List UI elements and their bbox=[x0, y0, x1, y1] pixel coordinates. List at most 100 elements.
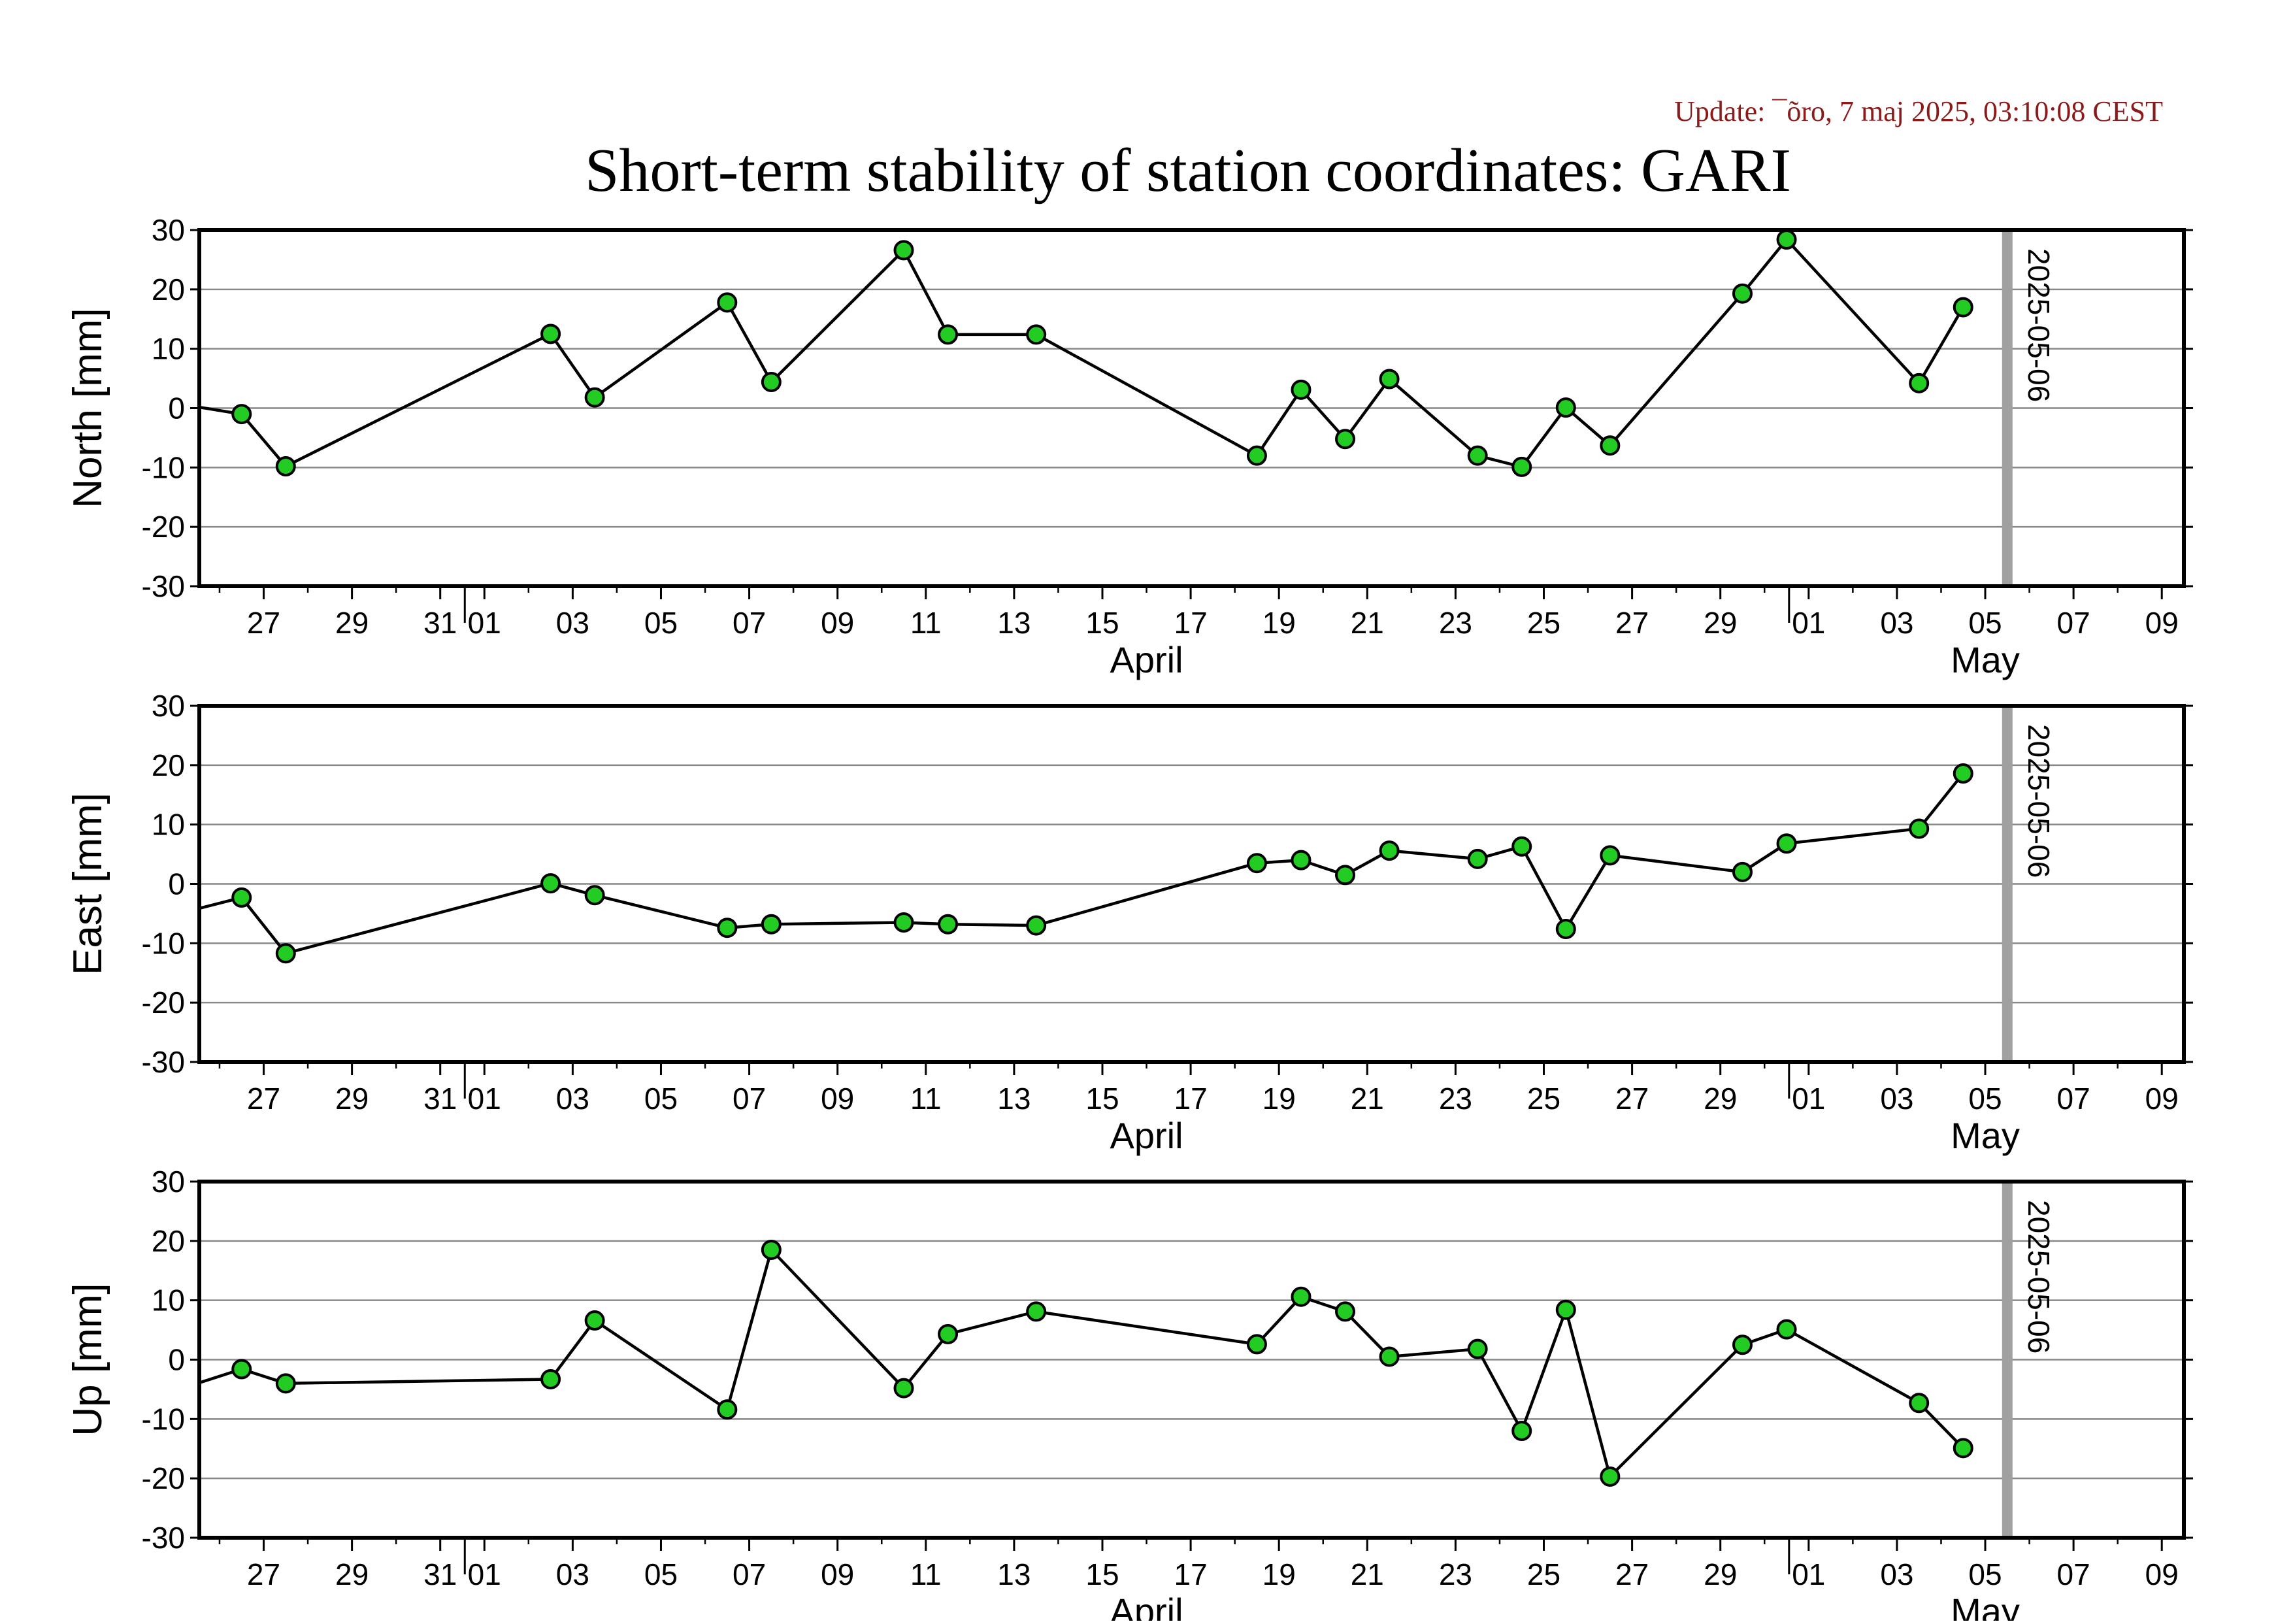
x-tick-label: 29 bbox=[1704, 1082, 1737, 1116]
y-axis-label-up: Up [mm] bbox=[65, 1283, 110, 1436]
y-tick-label: 0 bbox=[168, 867, 185, 901]
x-tick-label: 21 bbox=[1351, 1557, 1384, 1591]
x-tick-label: 05 bbox=[644, 1557, 678, 1591]
data-point-east bbox=[1776, 833, 1797, 854]
data-point-up bbox=[1026, 1301, 1047, 1322]
x-tick-label: 07 bbox=[733, 1557, 766, 1591]
data-point-up bbox=[1555, 1299, 1576, 1320]
x-month-label: May bbox=[1951, 639, 2020, 680]
x-tick-label: 01 bbox=[1792, 1082, 1825, 1116]
data-point-east bbox=[275, 943, 296, 964]
x-tick-label: 21 bbox=[1351, 1082, 1384, 1116]
y-tick-label: 30 bbox=[152, 1165, 185, 1199]
x-tick-label: 01 bbox=[1792, 1557, 1825, 1591]
y-tick-label: 10 bbox=[152, 1284, 185, 1317]
data-point-up bbox=[1291, 1286, 1311, 1307]
x-tick-label: 19 bbox=[1262, 1557, 1296, 1591]
y-tick-label: -20 bbox=[142, 1461, 185, 1495]
data-point-north bbox=[1246, 445, 1267, 466]
data-point-north bbox=[1467, 445, 1488, 466]
y-tick-label: -30 bbox=[142, 1045, 185, 1079]
y-tick-label: 0 bbox=[168, 391, 185, 425]
x-tick-label: 03 bbox=[556, 606, 589, 640]
x-month-label: April bbox=[1110, 1591, 1183, 1621]
x-tick-label: 05 bbox=[644, 1082, 678, 1116]
data-point-north bbox=[1511, 456, 1532, 477]
x-tick-label: 07 bbox=[2057, 1557, 2090, 1591]
y-tick-label: -10 bbox=[142, 1402, 185, 1436]
y-axis-label-north: North [mm] bbox=[65, 308, 110, 508]
plot-title: Short-term stability of station coordina… bbox=[585, 137, 1791, 205]
y-tick-label: 0 bbox=[168, 1343, 185, 1377]
x-tick-label: 13 bbox=[997, 1557, 1031, 1591]
x-tick-label: 05 bbox=[1968, 606, 2002, 640]
x-tick-label: 01 bbox=[468, 606, 501, 640]
x-tick-label: 23 bbox=[1439, 1557, 1472, 1591]
data-point-east bbox=[1953, 763, 1973, 784]
x-tick-label: 07 bbox=[733, 1082, 766, 1116]
data-point-east bbox=[1467, 848, 1488, 869]
series-line-east bbox=[199, 772, 1964, 955]
y-tick-label: -20 bbox=[142, 986, 185, 1019]
x-month-label: April bbox=[1110, 639, 1183, 680]
y-tick-label: 20 bbox=[152, 748, 185, 782]
x-tick-label: 31 bbox=[423, 1082, 457, 1116]
data-point-up bbox=[584, 1310, 605, 1331]
data-point-north bbox=[584, 387, 605, 408]
data-point-north bbox=[1600, 435, 1621, 456]
current-day-label: 2025-05-06 bbox=[2022, 1200, 2056, 1353]
data-point-up bbox=[275, 1373, 296, 1394]
series-line-up bbox=[199, 1248, 1964, 1478]
x-tick-label: 09 bbox=[2145, 1557, 2179, 1591]
x-tick-label: 17 bbox=[1174, 606, 1208, 640]
y-tick-label: -10 bbox=[142, 926, 185, 960]
x-tick-label: 27 bbox=[1615, 606, 1649, 640]
data-point-up bbox=[761, 1239, 782, 1260]
x-month-label: May bbox=[1951, 1591, 2020, 1621]
x-tick-label: 03 bbox=[1880, 606, 1913, 640]
data-point-north bbox=[231, 404, 252, 425]
data-point-up bbox=[231, 1359, 252, 1380]
x-tick-label: 07 bbox=[2057, 1082, 2090, 1116]
data-point-east bbox=[584, 885, 605, 906]
x-tick-label: 25 bbox=[1527, 1557, 1560, 1591]
x-tick-label: 29 bbox=[1704, 606, 1737, 640]
data-point-east bbox=[1335, 865, 1356, 886]
data-point-up bbox=[1335, 1301, 1356, 1322]
update-timestamp: Update: ¯õro, 7 maj 2025, 03:10:08 CEST bbox=[1674, 95, 2163, 127]
data-point-north bbox=[275, 456, 296, 477]
data-point-up bbox=[1467, 1338, 1488, 1359]
data-point-up bbox=[717, 1399, 738, 1420]
x-tick-label: 09 bbox=[821, 1557, 854, 1591]
x-tick-label: 27 bbox=[1615, 1082, 1649, 1116]
data-point-up bbox=[938, 1323, 959, 1344]
data-point-north bbox=[717, 292, 738, 313]
x-month-label: April bbox=[1110, 1115, 1183, 1156]
x-tick-label: 11 bbox=[910, 1082, 942, 1116]
x-tick-label: 15 bbox=[1085, 1557, 1119, 1591]
data-point-east bbox=[1555, 919, 1576, 940]
x-tick-label: 13 bbox=[997, 1082, 1031, 1116]
x-tick-label: 27 bbox=[247, 1557, 280, 1591]
y-tick-label: 10 bbox=[152, 808, 185, 842]
y-tick-label: 20 bbox=[152, 1224, 185, 1258]
x-tick-label: 03 bbox=[1880, 1557, 1913, 1591]
x-tick-label: 03 bbox=[556, 1082, 589, 1116]
x-tick-label: 25 bbox=[1527, 1082, 1560, 1116]
data-point-east bbox=[1246, 853, 1267, 874]
data-point-north bbox=[938, 324, 959, 345]
x-tick-label: 03 bbox=[556, 1557, 589, 1591]
x-tick-label: 21 bbox=[1351, 606, 1384, 640]
data-point-up bbox=[1909, 1393, 1930, 1414]
x-tick-label: 13 bbox=[997, 606, 1031, 640]
plot-frame-east bbox=[197, 704, 2186, 1064]
plot-frame-north bbox=[197, 228, 2186, 588]
current-day-label: 2025-05-06 bbox=[2022, 724, 2056, 878]
data-point-east bbox=[1026, 915, 1047, 936]
x-tick-label: 15 bbox=[1085, 606, 1119, 640]
y-tick-label: 20 bbox=[152, 273, 185, 307]
